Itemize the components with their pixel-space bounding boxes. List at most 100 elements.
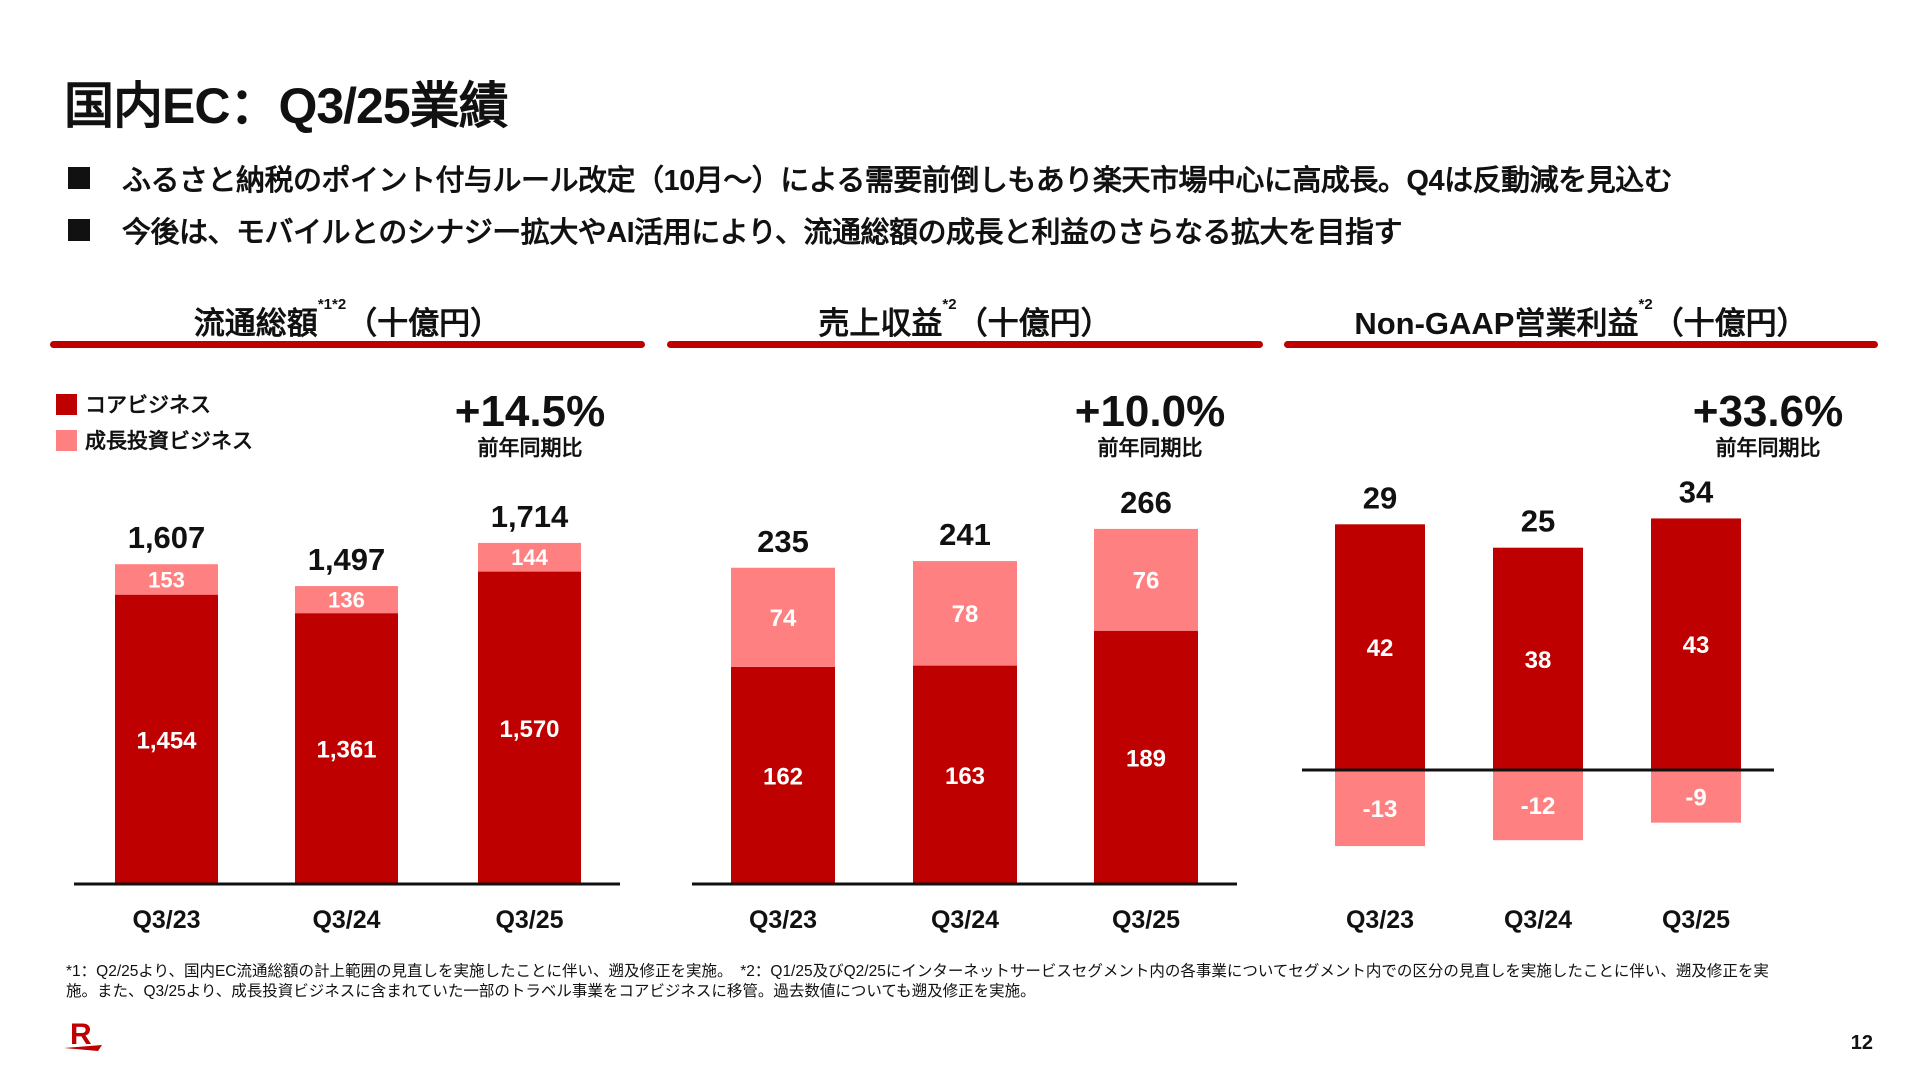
x-tick-label: Q3/23 xyxy=(1346,906,1414,934)
panel-title-footnote-ref: *1*2 xyxy=(317,296,347,313)
panel-title-unit: （十億円） xyxy=(1652,306,1808,341)
bar-total-label: 266 xyxy=(1120,485,1172,520)
summary-bullets: ふるさと納税のポイント付与ルール改定（10月～）による需要前倒しもあり楽天市場中… xyxy=(68,152,1673,256)
bar-core-segment xyxy=(731,666,835,884)
yoy-label: 前年同期比 xyxy=(1097,437,1203,460)
logo-letter: R xyxy=(70,1018,92,1051)
bullet-item: ふるさと納税のポイント付与ルール改定（10月～）による需要前倒しもあり楽天市場中… xyxy=(68,152,1673,204)
legend-swatch-growth-invest xyxy=(56,429,77,451)
yoy-label: 前年同期比 xyxy=(477,437,583,460)
bar-growth-invest-segment xyxy=(478,542,581,572)
bar-core-label: 43 xyxy=(1683,632,1710,659)
bar-core-segment xyxy=(115,594,218,884)
bar-core-label: 1,361 xyxy=(316,737,376,764)
bar-growth-invest-label: 78 xyxy=(952,601,979,628)
bar-growth-invest-label: 76 xyxy=(1133,567,1160,594)
yoy-percent: +10.0% xyxy=(1074,387,1226,436)
bar-core-label: 1,570 xyxy=(499,716,559,743)
bar-total-label: 235 xyxy=(757,524,809,559)
yoy-percent: +14.5% xyxy=(454,387,606,436)
bar-growth-invest-label: -9 xyxy=(1685,784,1706,811)
chart-legend: コアビジネス 成長投資ビジネス xyxy=(56,386,253,458)
x-tick-label: Q3/23 xyxy=(132,906,200,934)
yoy-callout-op-income: +33.6% 前年同期比 xyxy=(1668,388,1868,462)
yoy-callout-revenue: +10.0% 前年同期比 xyxy=(1050,388,1250,462)
bar-total-label: 1,497 xyxy=(308,542,386,577)
bar-growth-invest-segment xyxy=(1335,770,1425,847)
bullet-text: ふるさと納税のポイント付与ルール改定（10月～）による需要前倒しもあり楽天市場中… xyxy=(122,165,1673,197)
logo-swoosh xyxy=(64,1045,102,1051)
bar-total-label: 29 xyxy=(1363,480,1397,515)
bar-core-segment xyxy=(478,571,581,884)
footnote-line: 施。また、Q3/25より、成長投資ビジネスに含まれていた一部のトラベル事業をコア… xyxy=(66,983,1036,1000)
panel-title-unit: （十億円） xyxy=(956,306,1112,341)
panel-title-footnote-ref: *2 xyxy=(1638,296,1653,313)
bar-total-label: 241 xyxy=(939,517,991,552)
panel-title-unit: （十億円） xyxy=(346,306,502,341)
legend-swatch-core xyxy=(56,393,77,415)
bar-core-label: 189 xyxy=(1126,745,1166,772)
panel-title-text: Non-GAAP営業利益 xyxy=(1354,306,1639,341)
panel-divider xyxy=(50,341,645,348)
bar-growth-invest-segment xyxy=(115,564,218,595)
bar-growth-invest-segment xyxy=(295,586,398,614)
bar-core-segment xyxy=(1335,524,1425,770)
bar-growth-invest-label: 74 xyxy=(770,605,797,632)
x-tick-label: Q3/24 xyxy=(931,906,999,934)
bullet-square-icon xyxy=(68,167,90,189)
yoy-callout-gms: +14.5% 前年同期比 xyxy=(430,388,630,462)
x-tick-label: Q3/23 xyxy=(749,906,817,934)
bar-growth-invest-segment xyxy=(913,561,1017,666)
bar-total-label: 25 xyxy=(1521,504,1555,539)
bullet-item: 今後は、モバイルとのシナジー拡大やAI活用により、流通総額の成長と利益のさらなる… xyxy=(68,204,1672,256)
bar-core-segment xyxy=(295,613,398,884)
bar-growth-invest-label: 153 xyxy=(148,567,185,592)
bar-total-label: 1,714 xyxy=(491,499,569,534)
bar-core-label: 42 xyxy=(1367,635,1394,662)
bar-core-label: 1,454 xyxy=(136,727,197,754)
bar-core-label: 162 xyxy=(763,763,803,790)
x-tick-label: Q3/25 xyxy=(1662,906,1730,934)
bar-core-label: 163 xyxy=(945,763,985,790)
legend-item-core: コアビジネス xyxy=(56,386,253,422)
bar-core-segment xyxy=(1651,518,1741,770)
bar-growth-invest-label: -13 xyxy=(1363,796,1398,823)
bar-growth-invest-label: -12 xyxy=(1521,793,1556,820)
rakuten-r-icon: R xyxy=(64,1018,102,1051)
bar-core-label: 38 xyxy=(1525,647,1552,674)
x-tick-label: Q3/24 xyxy=(1504,906,1572,934)
yoy-percent: +33.6% xyxy=(1692,387,1844,436)
bullet-text: 今後は、モバイルとのシナジー拡大やAI活用により、流通総額の成長と利益のさらなる… xyxy=(122,217,1402,249)
panel-title-footnote-ref: *2 xyxy=(942,296,957,313)
bar-total-label: 34 xyxy=(1679,474,1714,509)
page-title: 国内EC：Q3/25業績 xyxy=(64,78,509,134)
panel-title-revenue: 売上収益*2（十億円） xyxy=(667,296,1263,343)
bar-growth-invest-segment xyxy=(1651,770,1741,823)
bar-total-label: 1,607 xyxy=(128,520,206,555)
bar-growth-invest-segment xyxy=(1094,528,1198,631)
panel-title-text: 売上収益 xyxy=(818,306,943,341)
page-number: 12 xyxy=(1850,1032,1873,1054)
bar-core-segment xyxy=(913,665,1017,884)
legend-label: コアビジネス xyxy=(85,394,211,417)
yoy-label: 前年同期比 xyxy=(1715,437,1821,460)
footnote-line: *1：Q2/25より、国内EC流通総額の計上範囲の見直しを実施したことに伴い、遡… xyxy=(66,963,1769,980)
bullet-square-icon xyxy=(68,219,90,241)
panel-title-op-income: Non-GAAP営業利益*2（十億円） xyxy=(1284,296,1878,343)
panel-title-gms: 流通総額*1*2（十億円） xyxy=(50,296,645,343)
footnotes: *1：Q2/25より、国内EC流通総額の計上範囲の見直しを実施したことに伴い、遡… xyxy=(66,962,1886,1002)
bar-growth-invest-segment xyxy=(731,567,835,667)
rakuten-logo: R xyxy=(62,1018,106,1063)
bar-core-segment xyxy=(1493,547,1583,770)
x-tick-label: Q3/25 xyxy=(495,906,563,934)
legend-label: 成長投資ビジネス xyxy=(85,430,253,453)
panel-divider xyxy=(1284,341,1878,348)
legend-item-growth-invest: 成長投資ビジネス xyxy=(56,422,253,458)
x-tick-label: Q3/25 xyxy=(1112,906,1180,934)
x-tick-label: Q3/24 xyxy=(312,906,380,934)
bar-growth-invest-label: 136 xyxy=(328,588,365,613)
panel-title-text: 流通総額 xyxy=(193,306,318,341)
bar-growth-invest-label: 144 xyxy=(511,545,548,570)
panel-divider xyxy=(667,341,1263,348)
bar-growth-invest-segment xyxy=(1493,770,1583,841)
